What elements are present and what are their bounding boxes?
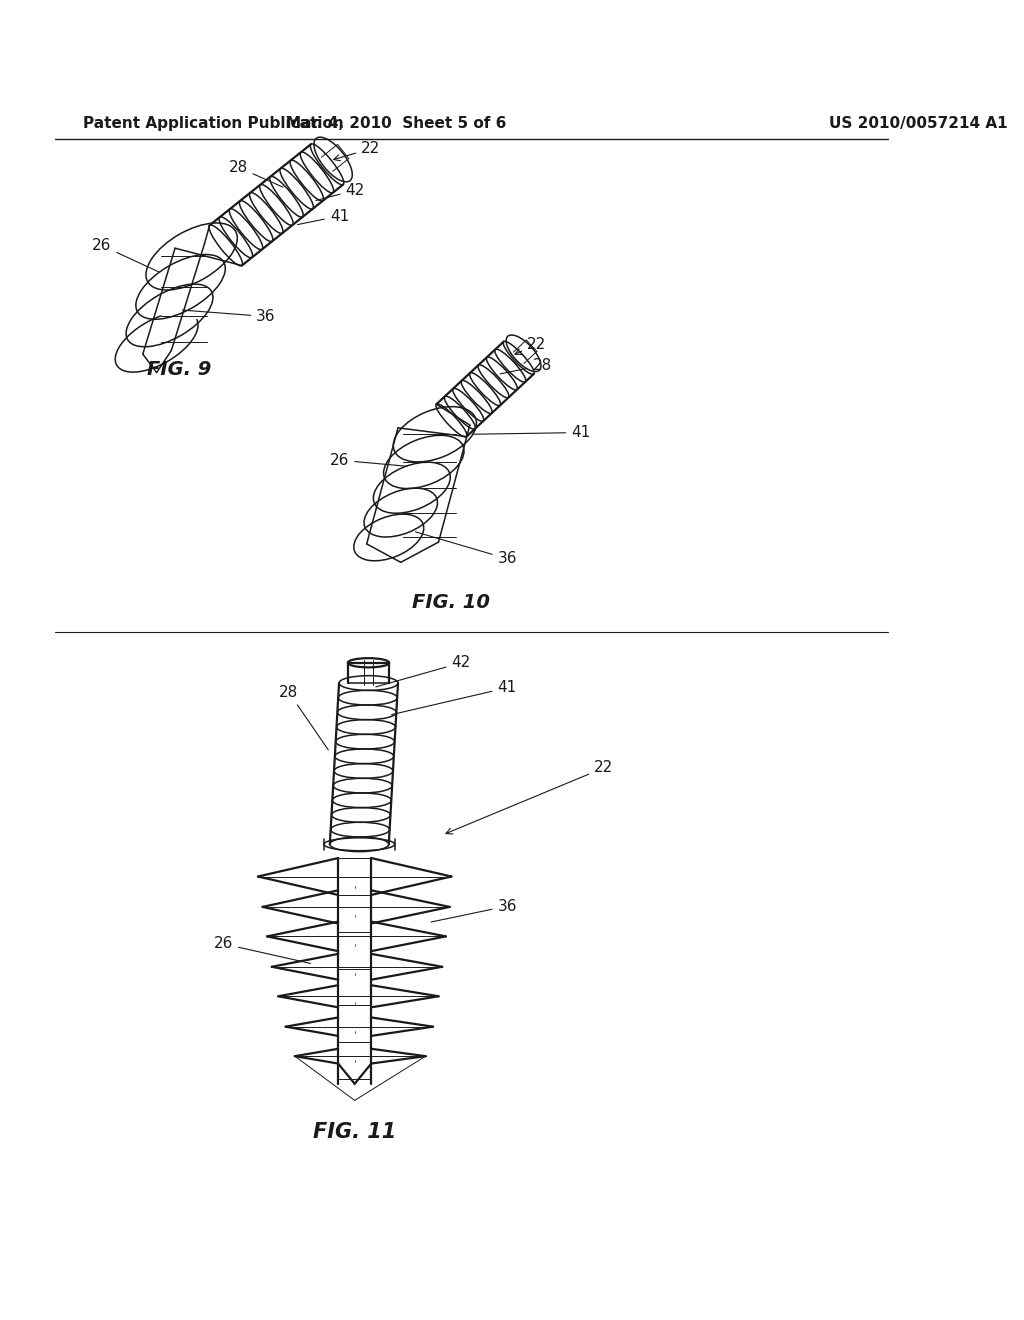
Text: 42: 42 xyxy=(316,182,365,201)
Text: FIG. 9: FIG. 9 xyxy=(147,360,212,379)
Text: 28: 28 xyxy=(500,358,552,374)
Text: 26: 26 xyxy=(92,238,159,272)
Text: US 2010/0057214 A1: US 2010/0057214 A1 xyxy=(829,116,1008,131)
Text: 22: 22 xyxy=(515,337,546,355)
Text: 41: 41 xyxy=(391,680,517,714)
Text: 41: 41 xyxy=(298,209,349,224)
Text: Mar. 4, 2010  Sheet 5 of 6: Mar. 4, 2010 Sheet 5 of 6 xyxy=(286,116,506,131)
Text: 36: 36 xyxy=(182,309,275,323)
Text: 26: 26 xyxy=(330,453,408,467)
Text: FIG. 10: FIG. 10 xyxy=(413,594,490,612)
Text: 41: 41 xyxy=(473,425,591,440)
Text: 22: 22 xyxy=(334,141,380,161)
Text: Patent Application Publication: Patent Application Publication xyxy=(83,116,344,131)
Text: 28: 28 xyxy=(228,160,283,187)
Text: 26: 26 xyxy=(214,936,310,964)
Text: FIG. 11: FIG. 11 xyxy=(313,1122,396,1142)
Text: 36: 36 xyxy=(431,899,517,921)
Text: 36: 36 xyxy=(416,532,517,566)
Text: 42: 42 xyxy=(376,655,471,686)
Text: 28: 28 xyxy=(280,685,329,750)
Text: 22: 22 xyxy=(445,760,613,834)
